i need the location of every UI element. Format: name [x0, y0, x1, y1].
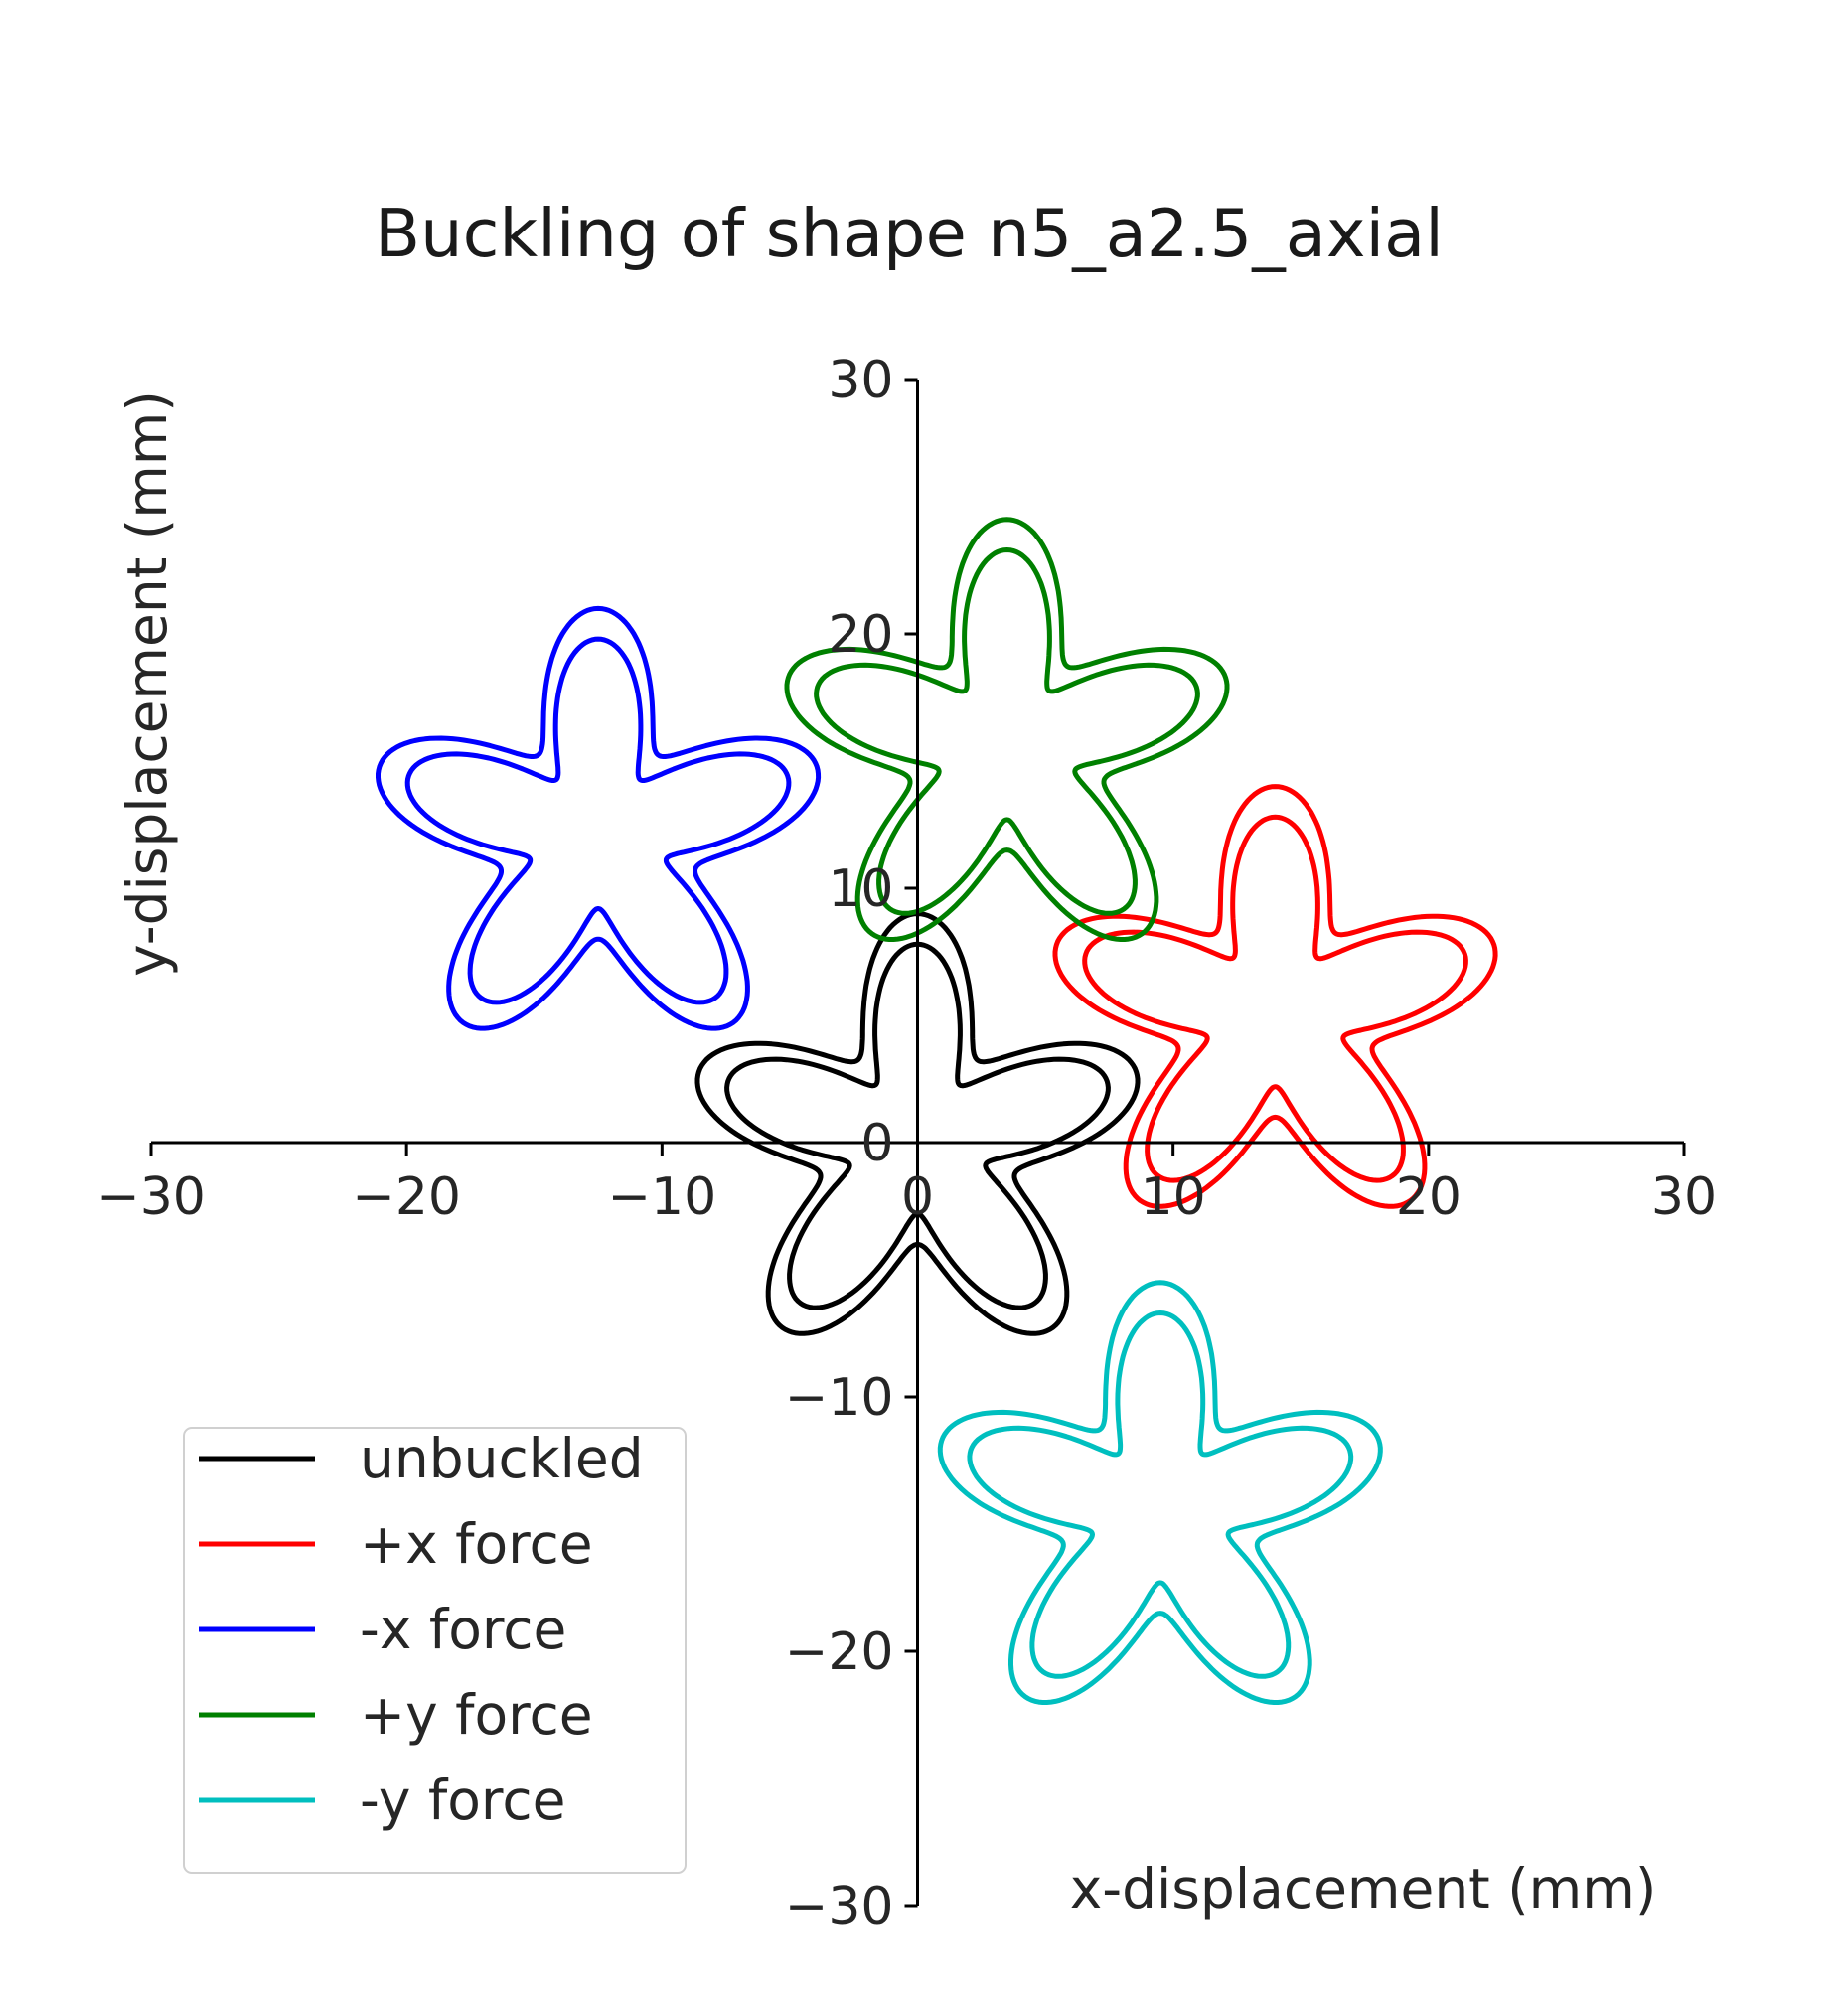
curves-layer: [376, 517, 1498, 1705]
series-4-inner-curve: [814, 547, 1200, 916]
x-tick-label: 20: [1396, 1167, 1462, 1227]
y-tick-label: 0: [860, 1114, 893, 1173]
series-3: [376, 605, 822, 1031]
series-4: [784, 517, 1230, 942]
y-tick-label: −20: [785, 1622, 894, 1682]
x-tick-label: −20: [352, 1167, 461, 1227]
series-4-outer-curve: [784, 517, 1230, 942]
legend-label-5: -y force: [360, 1769, 565, 1832]
series-2: [1052, 784, 1498, 1209]
y-tick-label: −30: [785, 1877, 894, 1936]
series-3-inner-curve: [404, 636, 792, 1005]
y-tick-label: 20: [828, 605, 893, 665]
legend-label-3: -x force: [360, 1598, 566, 1661]
legend-entries: unbuckled +x force -x force +y force -y forc…: [199, 1427, 644, 1832]
series-2-inner-curve: [1082, 814, 1468, 1183]
chart-title: Buckling of shape n5_a2.5_axial: [375, 195, 1444, 272]
axes-layer: −30 −20 −10 0 10 20 30 −30 −20 −10 0 10 20 30: [96, 351, 1717, 1936]
x-axis-label: x-displacement (mm): [1070, 1857, 1657, 1921]
legend-label-1: unbuckled: [360, 1427, 644, 1490]
y-axis-label: y-displacement (mm): [115, 390, 179, 977]
x-tick-label: −10: [607, 1167, 716, 1227]
series-5-inner-curve: [967, 1310, 1354, 1679]
legend: unbuckled +x force -x force +y force -y forc…: [183, 1427, 687, 1874]
series-5-outer-curve: [937, 1280, 1383, 1705]
legend-frame: [183, 1427, 687, 1874]
series-5: [937, 1280, 1383, 1705]
x-tick-label: 0: [901, 1167, 934, 1227]
series-3-outer-curve: [376, 605, 822, 1031]
legend-label-4: +y force: [360, 1683, 593, 1747]
x-tick-label: 10: [1141, 1167, 1206, 1227]
series-2-outer-curve: [1052, 784, 1498, 1209]
y-tick-label: 30: [828, 351, 893, 410]
x-tick-label: −30: [96, 1167, 206, 1227]
y-tick-label: −10: [785, 1368, 894, 1428]
x-tick-label: 30: [1651, 1167, 1717, 1227]
legend-label-2: +x force: [360, 1512, 593, 1576]
y-tick-label: 10: [828, 859, 893, 919]
